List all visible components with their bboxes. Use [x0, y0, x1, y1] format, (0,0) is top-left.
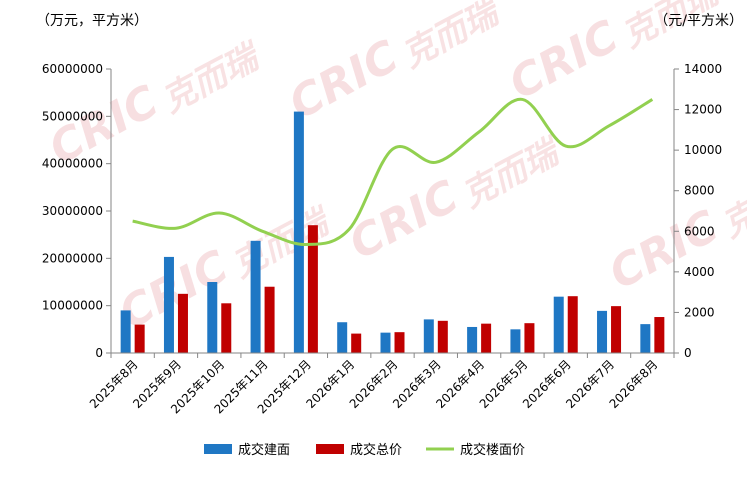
legend-label: 成交建面	[238, 442, 290, 458]
right-axis-unit: （元/平方米）	[654, 10, 743, 30]
legend-swatch	[204, 444, 232, 454]
watermark-text: 克而瑞	[395, 0, 508, 76]
left-axis-tick-label: 10000000	[42, 299, 103, 313]
left-axis-tick-label: 30000000	[42, 204, 103, 218]
bar-area	[207, 282, 217, 353]
bar-total-price	[524, 323, 534, 353]
bar-total-price	[395, 332, 405, 353]
right-axis-tick-label: 10000	[684, 143, 722, 157]
bar-area	[294, 112, 304, 353]
bar-total-price	[654, 317, 664, 353]
bar-total-price	[221, 303, 231, 353]
bar-area	[164, 257, 174, 353]
right-axis-tick-label: 0	[684, 346, 692, 360]
bar-total-price	[135, 325, 145, 353]
right-axis-tick-label: 12000	[684, 103, 722, 117]
bar-area	[510, 329, 520, 353]
bar-area	[337, 322, 347, 353]
watermark-text: CRIC	[341, 171, 466, 270]
right-axis-tick-label: 8000	[684, 184, 715, 198]
legend-label: 成交总价	[350, 442, 402, 458]
watermark-text: CRIC	[501, 11, 626, 110]
bar-area	[467, 327, 477, 353]
watermark-text: 克而瑞	[155, 35, 268, 121]
left-axis-unit: （万元，平方米）	[36, 10, 148, 30]
bar-total-price	[265, 287, 275, 353]
bar-area	[554, 297, 564, 353]
bar-total-price	[611, 306, 621, 353]
bar-area	[381, 333, 391, 353]
right-axis-tick-label: 6000	[684, 224, 715, 238]
watermark-text: 克而瑞	[455, 130, 568, 216]
left-axis-tick-label: 0	[95, 346, 103, 360]
bar-total-price	[438, 321, 448, 353]
right-axis-tick-label: 14000	[684, 62, 722, 76]
bar-area	[640, 324, 650, 353]
watermark-layer: CRIC克而瑞CRIC克而瑞CRIC克而瑞CRIC克而瑞CRIC克而瑞CRIC克…	[41, 0, 747, 340]
legend-swatch	[316, 444, 344, 454]
left-axis-tick-label: 50000000	[42, 109, 103, 123]
left-axis-tick-label: 60000000	[42, 62, 103, 76]
bar-total-price	[351, 334, 361, 353]
legend: 成交建面 成交总价 成交楼面价	[204, 442, 525, 458]
bar-area	[424, 319, 434, 353]
right-axis-tick-label: 4000	[684, 265, 715, 279]
watermark-text: 克而瑞	[715, 160, 747, 246]
left-axis-tick-label: 40000000	[42, 157, 103, 171]
bar-area	[597, 311, 607, 353]
bar-area	[121, 310, 131, 353]
watermark-text: CRIC	[601, 201, 726, 300]
left-axis-tick-label: 20000000	[42, 251, 103, 265]
bar-total-price	[481, 324, 491, 353]
bar-total-price	[178, 294, 188, 353]
right-axis-tick-label: 2000	[684, 305, 715, 319]
legend-label: 成交楼面价	[460, 442, 525, 458]
bar-area	[251, 241, 261, 353]
bar-total-price	[568, 296, 578, 353]
x-axis: 2025年8月2025年9月2025年10月2025年11月2025年12月20…	[87, 353, 674, 416]
